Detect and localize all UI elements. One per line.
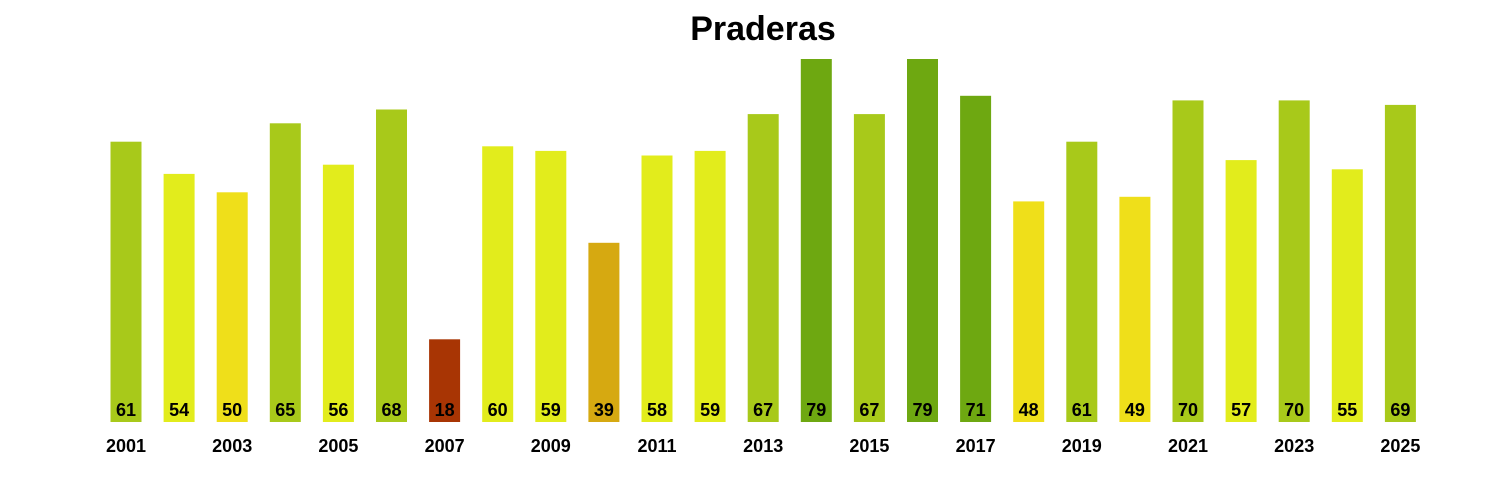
bar-2002 (163, 173, 195, 422)
bar-2019 (1066, 141, 1098, 422)
data-label-2011: 58 (647, 400, 667, 420)
bar-2009 (535, 150, 567, 422)
bar-2006 (376, 109, 407, 422)
bar-2022 (1225, 160, 1257, 422)
bar-2005 (322, 164, 354, 422)
data-label-2002: 54 (169, 400, 189, 420)
bar-2007 (429, 339, 461, 422)
data-label-2019: 61 (1072, 400, 1092, 420)
x-tick-2011: 2011 (637, 436, 676, 456)
data-label-2018: 48 (1019, 400, 1039, 420)
x-tick-2005: 2005 (318, 436, 358, 456)
bar-2016 (907, 59, 938, 422)
x-tick-2007: 2007 (425, 436, 465, 456)
data-label-2009: 59 (541, 400, 561, 420)
data-label-2017: 71 (966, 400, 986, 420)
data-label-2024: 55 (1337, 400, 1357, 420)
data-label-2013: 67 (753, 400, 773, 420)
data-label-2022: 57 (1231, 400, 1251, 420)
data-label-2005: 56 (328, 400, 348, 420)
data-label-2010: 39 (594, 400, 614, 420)
x-tick-2013: 2013 (743, 436, 783, 456)
bar-2024 (1331, 169, 1363, 422)
x-tick-2017: 2017 (956, 436, 996, 456)
bar-2018 (1013, 201, 1045, 422)
data-label-2014: 79 (806, 400, 826, 420)
x-tick-2021: 2021 (1168, 436, 1208, 456)
bar-2010 (588, 242, 620, 422)
bar-2017 (960, 95, 992, 423)
bar-2015 (853, 114, 885, 422)
data-label-2016: 79 (912, 400, 932, 420)
data-label-2020: 49 (1125, 400, 1145, 420)
data-label-2021: 70 (1178, 400, 1198, 420)
x-tick-2019: 2019 (1062, 436, 1102, 456)
data-label-2007: 18 (435, 400, 455, 420)
data-label-2008: 60 (488, 400, 508, 420)
x-tick-2025: 2025 (1380, 436, 1420, 456)
x-tick-2001: 2001 (106, 436, 146, 456)
bar-2021 (1172, 100, 1204, 423)
bar-2004 (269, 123, 301, 423)
bar-2014 (800, 59, 832, 422)
data-label-2025: 69 (1390, 400, 1410, 420)
data-label-2012: 59 (700, 400, 720, 420)
bar-2013 (747, 114, 779, 422)
bar-2025 (1384, 104, 1416, 423)
bar-2020 (1119, 196, 1151, 422)
data-label-2015: 67 (859, 400, 879, 420)
x-tick-2015: 2015 (849, 436, 889, 456)
x-tick-2003: 2003 (212, 436, 252, 456)
data-label-2004: 65 (275, 400, 295, 420)
x-tick-2009: 2009 (531, 436, 571, 456)
bar-2003 (216, 192, 248, 422)
x-tick-2023: 2023 (1274, 436, 1314, 456)
data-label-2003: 50 (222, 400, 242, 420)
bar-2023 (1278, 100, 1310, 423)
data-label-2006: 68 (381, 400, 401, 420)
bar-2001 (110, 141, 142, 422)
data-label-2023: 70 (1284, 400, 1304, 420)
bar-2011 (641, 155, 673, 422)
bar-2008 (482, 146, 514, 423)
chart-title: Praderas (690, 10, 836, 48)
bar-2012 (694, 150, 726, 422)
data-label-2001: 61 (116, 400, 136, 420)
